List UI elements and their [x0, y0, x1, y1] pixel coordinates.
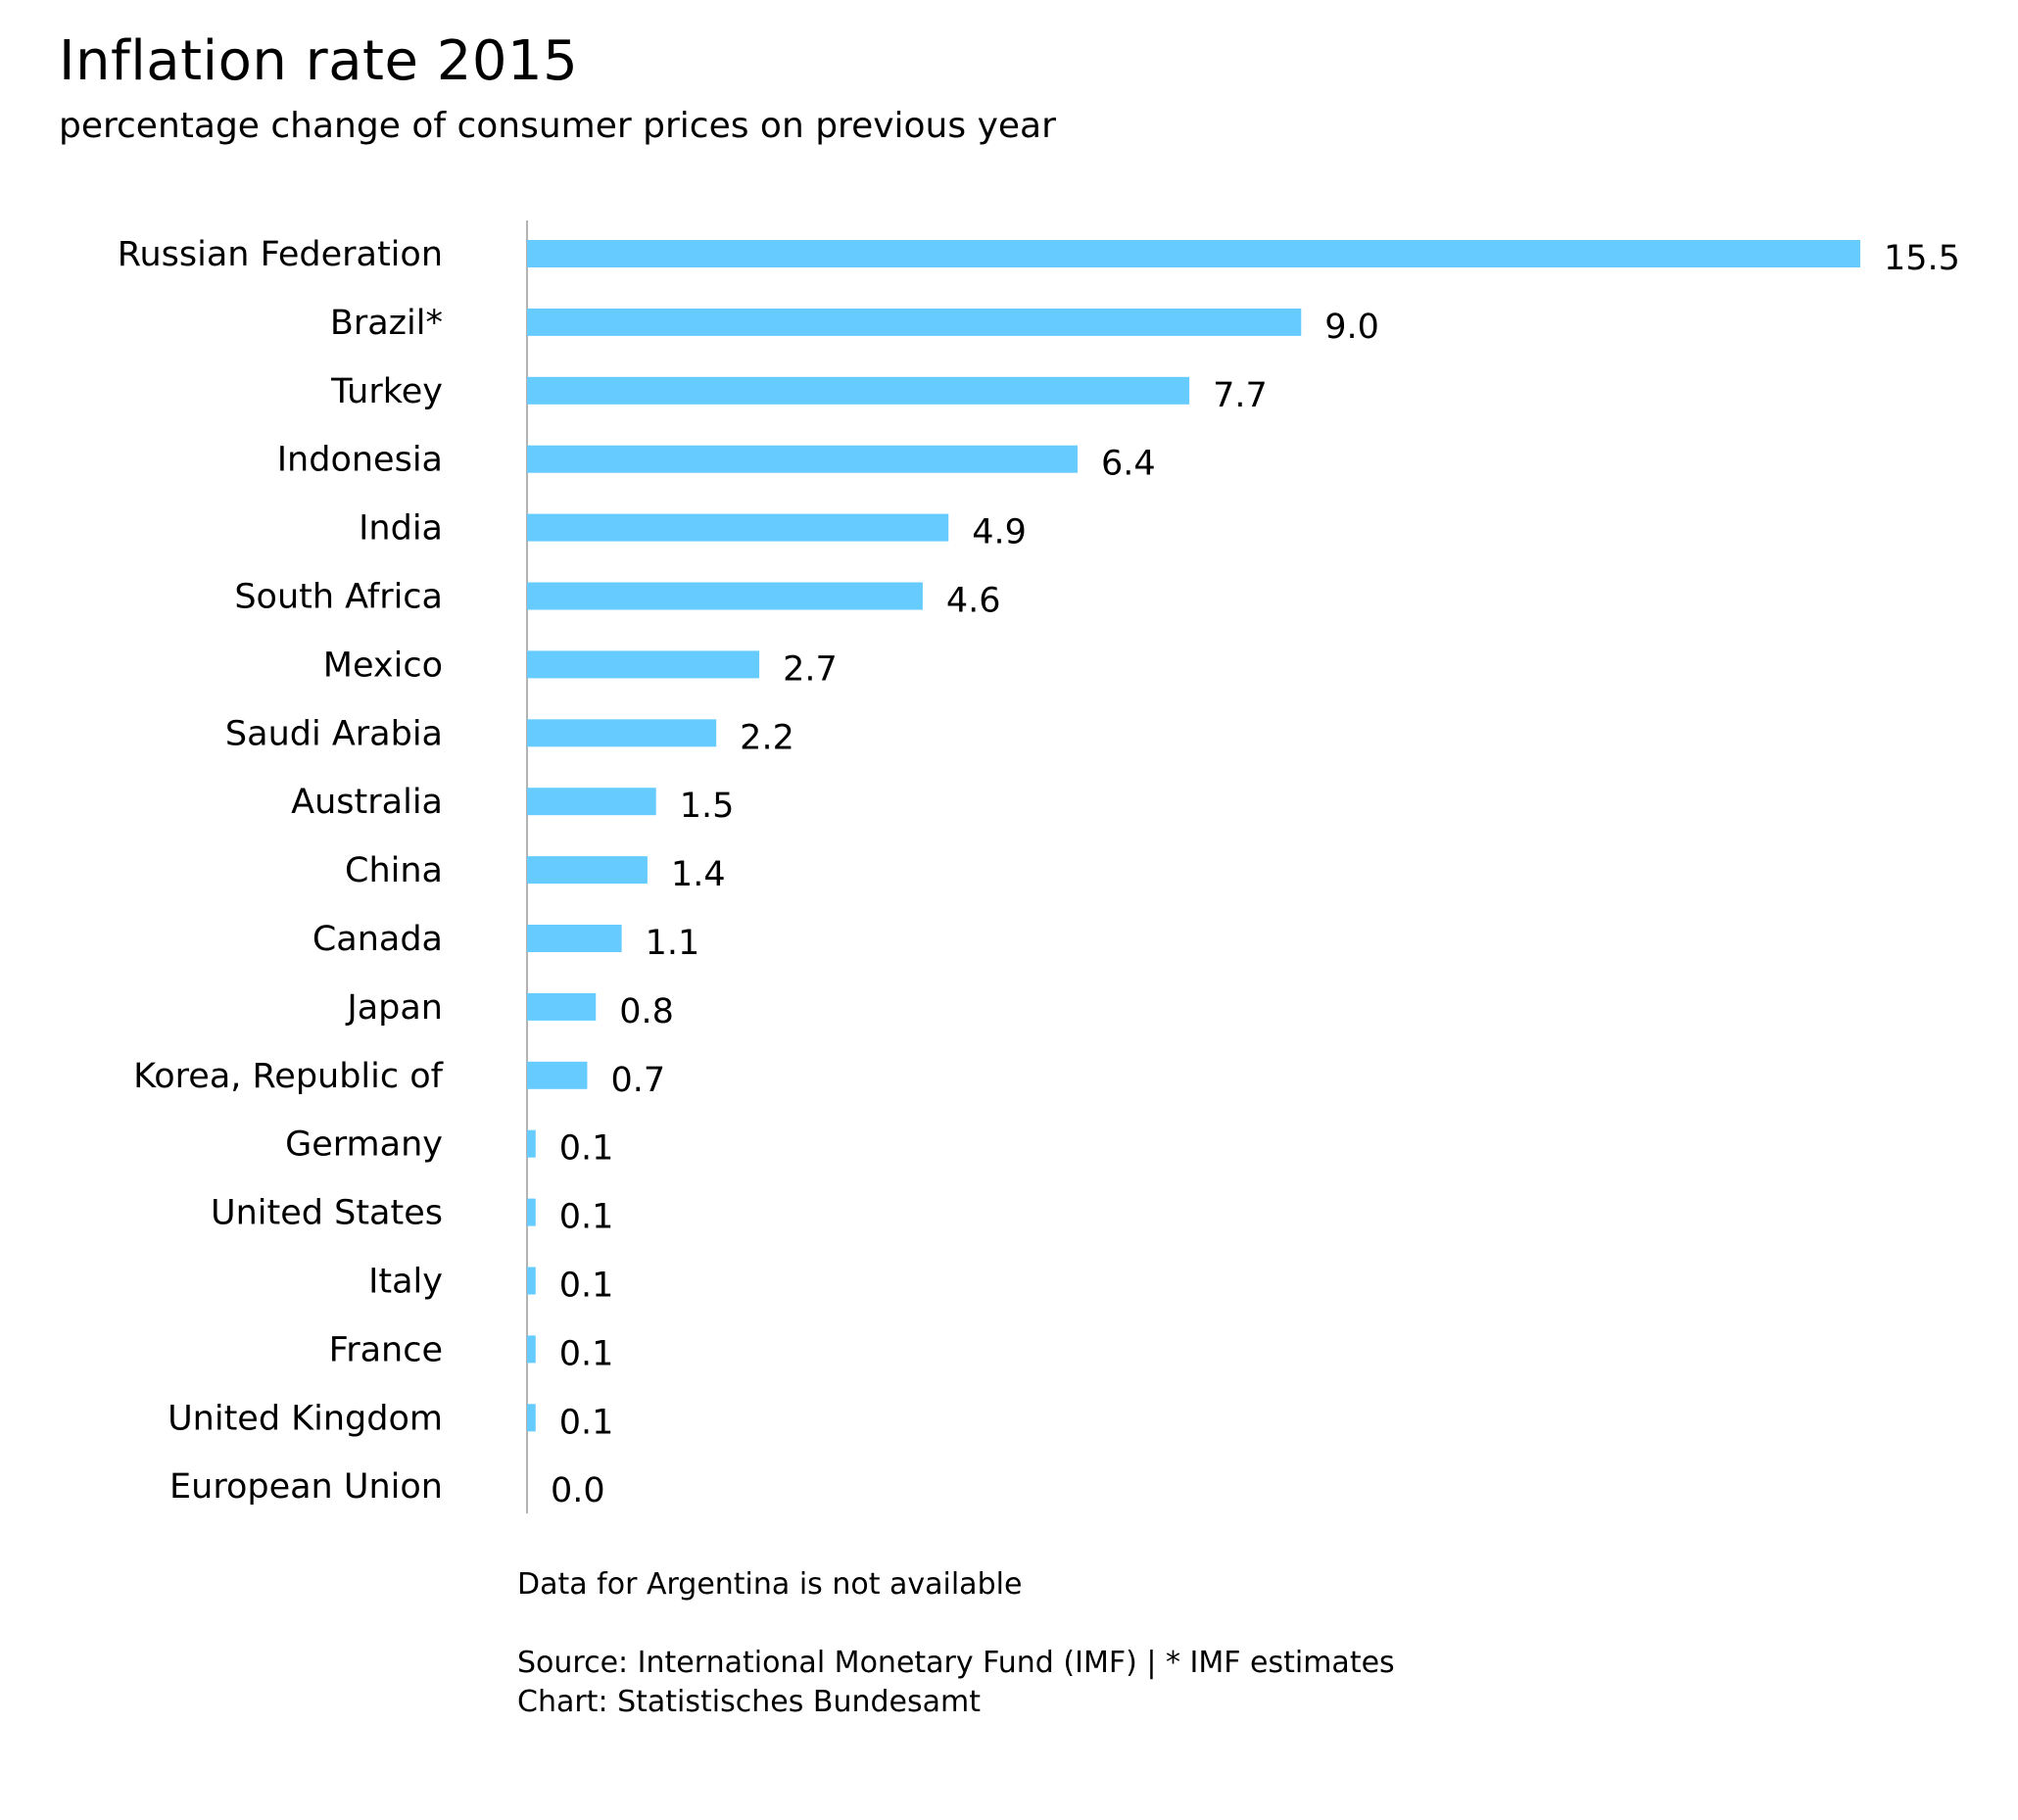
category-label: Canada — [312, 920, 443, 959]
availability-note: Data for Argentina is not available — [517, 1567, 1023, 1602]
value-label: 7.7 — [1213, 376, 1268, 415]
value-label: 0.8 — [619, 992, 674, 1031]
value-label: 6.4 — [1101, 445, 1156, 484]
value-label: 4.6 — [946, 582, 1001, 621]
category-label: Turkey — [330, 372, 443, 411]
category-label: Brazil* — [330, 304, 443, 343]
value-label: 1.1 — [646, 924, 700, 963]
category-label: France — [329, 1330, 443, 1369]
bar — [527, 1404, 536, 1432]
bar — [527, 445, 1078, 473]
bar — [527, 240, 1860, 267]
chart-title: Inflation rate 2015 — [59, 29, 579, 93]
bar — [527, 925, 622, 952]
value-label: 4.9 — [972, 513, 1027, 552]
category-label: Germany — [285, 1126, 443, 1165]
category-label: Korea, Republic of — [133, 1057, 444, 1096]
category-label: Australia — [291, 783, 443, 822]
category-label: Italy — [368, 1263, 443, 1302]
category-label: Japan — [345, 988, 443, 1028]
value-label: 0.1 — [559, 1267, 614, 1306]
category-label: European Union — [169, 1467, 443, 1507]
value-label: 2.7 — [783, 649, 838, 689]
bar — [527, 308, 1302, 336]
bar-chart: Russian Federation Brazil* Turkey Indonesia… — [118, 220, 1960, 1513]
bar — [527, 1198, 536, 1226]
category-label: United States — [211, 1194, 443, 1233]
bar — [527, 376, 1190, 405]
value-label: 0.7 — [610, 1061, 665, 1100]
value-label: 0.1 — [559, 1129, 614, 1169]
bar — [527, 1335, 536, 1364]
bar — [527, 1129, 536, 1158]
bar — [527, 856, 648, 885]
category-label: Mexico — [323, 646, 443, 685]
credit-note: Chart: Statistisches Bundesamt — [517, 1685, 981, 1719]
bar — [527, 788, 656, 816]
value-label: 15.5 — [1884, 239, 1960, 278]
category-label: China — [345, 851, 443, 890]
bar — [527, 513, 949, 542]
value-label: 0.1 — [559, 1334, 614, 1373]
category-label: India — [359, 509, 443, 549]
bar — [527, 650, 760, 679]
value-label: 9.0 — [1324, 308, 1379, 347]
bar — [527, 582, 923, 610]
category-label: United Kingdom — [168, 1399, 443, 1438]
bar — [527, 992, 597, 1021]
value-label: 0.1 — [559, 1198, 614, 1237]
category-label: Indonesia — [277, 441, 443, 480]
value-label: 1.4 — [671, 855, 726, 894]
bar — [527, 719, 717, 747]
value-label: 1.5 — [680, 787, 735, 826]
category-label: Saudi Arabia — [225, 714, 443, 753]
bar — [527, 1061, 588, 1089]
value-label: 0.1 — [559, 1403, 614, 1442]
chart-subtitle: percentage change of consumer prices on … — [59, 106, 1056, 146]
value-label: 2.2 — [740, 718, 794, 757]
value-label: 0.0 — [551, 1471, 605, 1510]
bar — [527, 1267, 536, 1295]
category-label: South Africa — [234, 578, 443, 617]
category-label: Russian Federation — [118, 235, 443, 274]
source-note: Source: International Monetary Fund (IMF… — [517, 1646, 1395, 1680]
